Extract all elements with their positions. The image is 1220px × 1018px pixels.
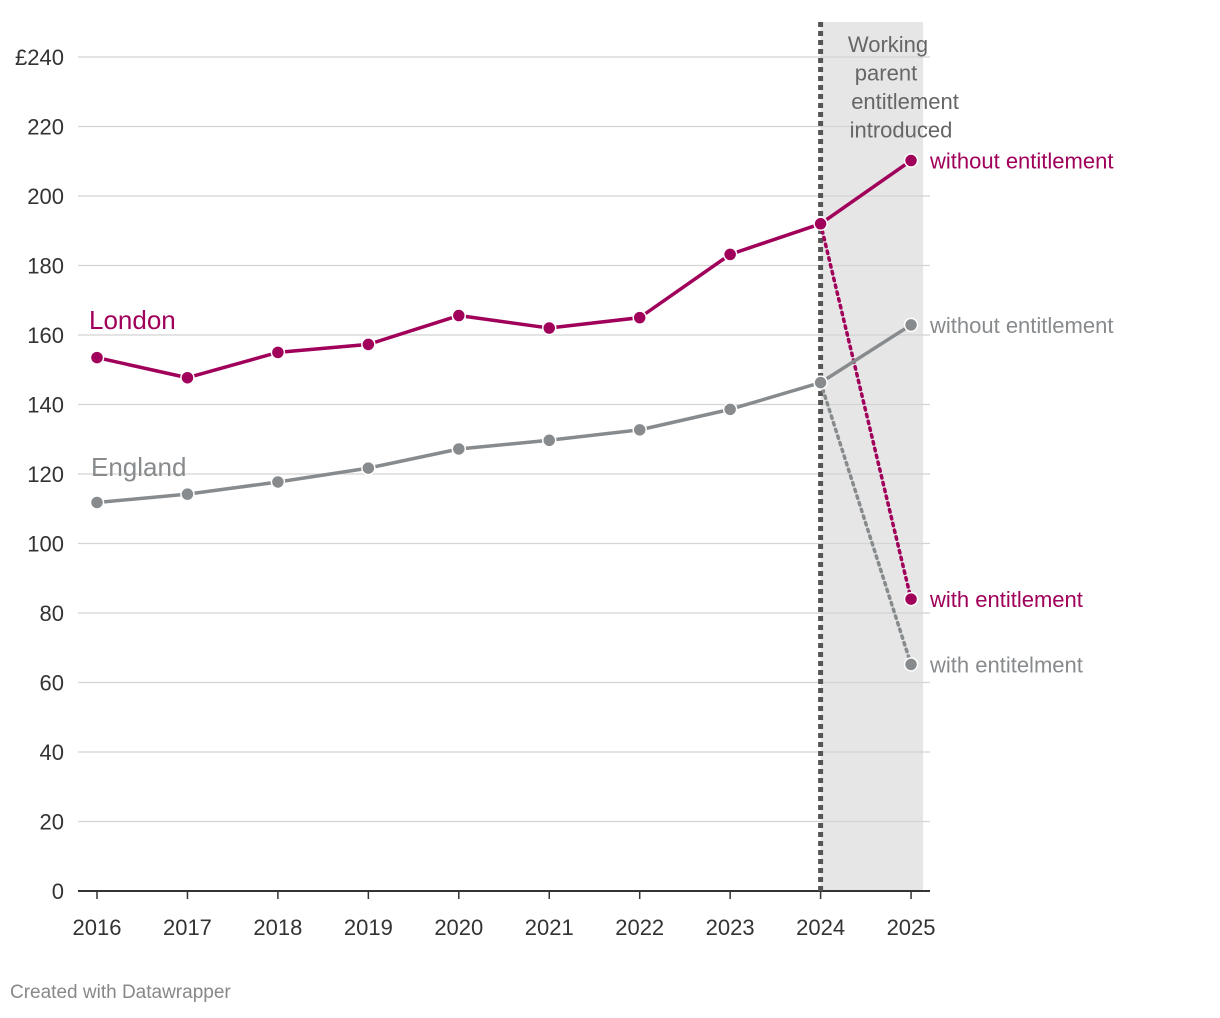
data-point-london — [180, 370, 195, 385]
y-tick-label: 160 — [27, 323, 64, 348]
series-line-england — [96, 323, 912, 505]
data-point-england — [542, 433, 557, 448]
end-label-england-without: without entitlement — [929, 313, 1113, 338]
annotation-text: introduced — [850, 118, 953, 143]
x-tick-label: 2025 — [887, 915, 936, 940]
series-name-england: England — [91, 452, 186, 482]
data-point-england — [361, 460, 376, 476]
annotation-text: entitlement — [851, 89, 959, 114]
y-tick-label: £240 — [15, 45, 64, 70]
x-tick-label: 2024 — [796, 915, 845, 940]
end-label-london-with: with entitlement — [929, 587, 1083, 612]
data-point-england — [903, 317, 919, 333]
x-tick-label: 2018 — [253, 915, 302, 940]
data-point-london — [451, 308, 467, 323]
y-tick-label: 200 — [27, 184, 64, 209]
line-chart: 0 20 40 60 80 100 120 140 160 180 200 220 £240 2016 20… — [15, 22, 1113, 940]
x-tick-label: 2022 — [615, 915, 664, 940]
y-tick-label: 0 — [52, 879, 64, 904]
entitlement-point-england — [903, 657, 919, 672]
end-label-england-with: with entitelment — [929, 652, 1083, 677]
credit-text: Created with Datawrapper — [10, 982, 231, 1003]
x-tick-label: 2021 — [525, 915, 574, 940]
series-line-london — [96, 159, 913, 380]
x-tick-label: 2017 — [163, 915, 212, 940]
x-tick-label: 2016 — [73, 915, 122, 940]
entitlement-point-london — [903, 591, 919, 607]
entitlement-line-london — [818, 222, 913, 601]
data-point-london — [542, 320, 557, 336]
y-tick-label: 20 — [40, 810, 64, 835]
data-point-england — [270, 474, 286, 490]
series-name-london: London — [89, 305, 176, 335]
x-tick-label: 2020 — [434, 915, 483, 940]
annotation-text: Working — [848, 32, 928, 57]
annotation-text: parent — [855, 61, 917, 86]
end-label-london-without: without entitlement — [929, 149, 1113, 174]
data-point-england — [451, 441, 467, 457]
y-tick-label: 220 — [27, 115, 64, 140]
entitlement-line-england — [818, 380, 913, 667]
y-tick-label: 100 — [27, 532, 64, 557]
data-point-london — [89, 350, 105, 365]
data-point-london — [270, 345, 286, 360]
y-tick-label: 120 — [27, 462, 64, 487]
x-tick-label: 2023 — [706, 915, 755, 940]
shaded-region — [820, 22, 924, 891]
data-point-london — [813, 216, 828, 232]
y-tick-label: 140 — [27, 393, 64, 418]
data-point-england — [632, 422, 647, 438]
y-tick-label: 40 — [40, 740, 64, 765]
y-tick-label: 80 — [40, 601, 64, 626]
data-point-england — [89, 495, 105, 510]
data-point-london — [722, 247, 738, 262]
y-tick-label: 60 — [40, 671, 64, 696]
data-point-london — [361, 337, 376, 352]
data-point-london — [903, 153, 919, 168]
y-tick-label: 180 — [27, 254, 64, 279]
data-point-england — [722, 402, 738, 417]
data-point-london — [632, 310, 647, 325]
x-tick-label: 2019 — [344, 915, 393, 940]
data-point-england — [813, 375, 828, 390]
data-point-england — [180, 486, 195, 502]
